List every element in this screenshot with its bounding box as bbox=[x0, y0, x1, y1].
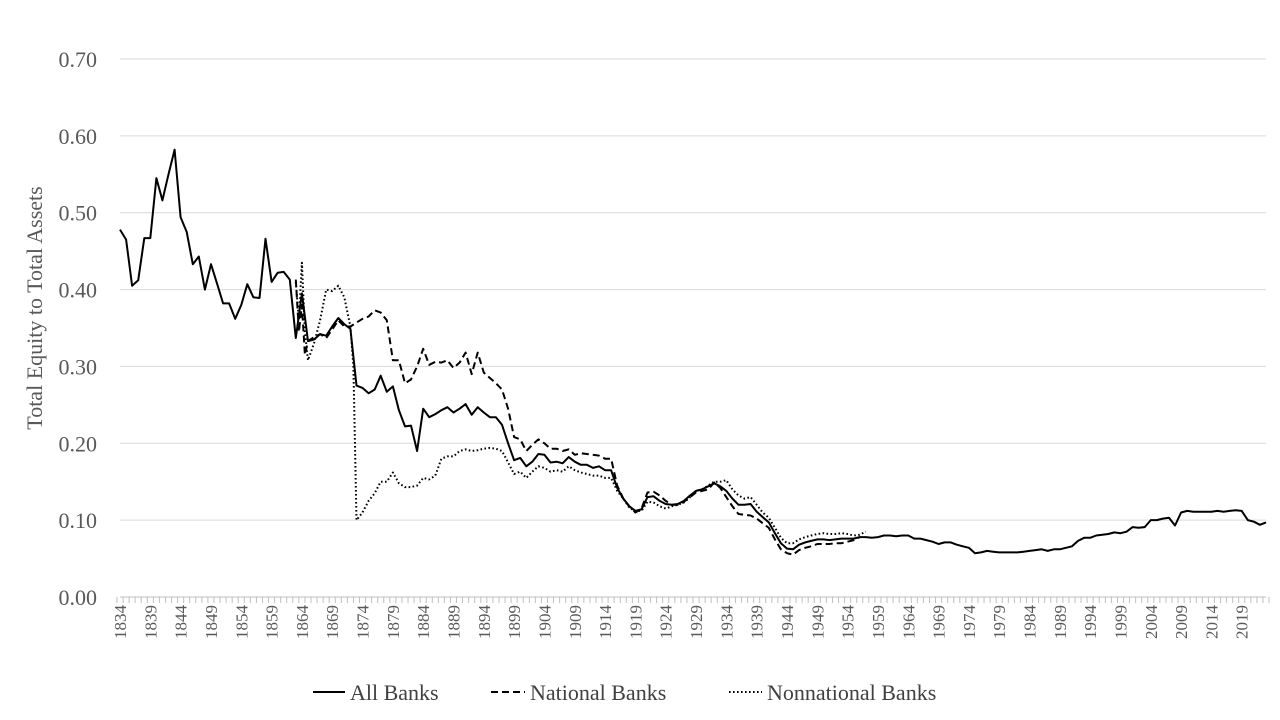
x-tick-label: 1949 bbox=[808, 605, 827, 639]
x-tick-label: 1874 bbox=[354, 605, 373, 640]
x-tick-label: 1924 bbox=[657, 605, 676, 640]
x-tick-label: 1979 bbox=[990, 605, 1009, 639]
y-tick-label: 0.70 bbox=[59, 47, 98, 72]
x-tick-label: 1984 bbox=[1021, 605, 1040, 640]
series-line-all-banks bbox=[119, 148, 1267, 555]
legend-label: Nonnational Banks bbox=[767, 680, 936, 705]
x-tick-label: 1934 bbox=[717, 605, 736, 640]
x-tick-label: 1994 bbox=[1081, 605, 1100, 640]
x-tick-label: 1959 bbox=[869, 605, 888, 639]
series-line-nonnational-banks bbox=[294, 261, 867, 545]
x-tick-label: 1884 bbox=[414, 605, 433, 640]
x-tick-label: 1894 bbox=[475, 605, 494, 640]
x-tick-label: 2009 bbox=[1172, 605, 1191, 639]
x-tick-label: 1849 bbox=[202, 605, 221, 639]
x-tick-label: 1999 bbox=[1111, 605, 1130, 639]
x-tick-label: 1914 bbox=[596, 605, 615, 640]
series-line-national-banks bbox=[294, 279, 861, 556]
x-tick-label: 1864 bbox=[293, 605, 312, 640]
series-lines bbox=[119, 148, 1267, 556]
x-tick-label: 1954 bbox=[839, 605, 858, 640]
y-tick-label: 0.50 bbox=[59, 201, 98, 226]
y-tick-label: 0.10 bbox=[59, 508, 98, 533]
x-tick-label: 2019 bbox=[1233, 605, 1252, 639]
gridlines bbox=[120, 58, 1266, 521]
y-axis-ticks: 0.00 0.10 0.20 0.30 0.40 0.50 0.60 0.70 bbox=[59, 47, 98, 610]
legend: All Banks National Banks Nonnational Banks bbox=[313, 680, 936, 705]
x-tick-label: 1919 bbox=[626, 605, 645, 639]
x-tick-label: 1989 bbox=[1051, 605, 1070, 639]
y-axis-label: Total Equity to Total Assets bbox=[22, 186, 47, 429]
x-tick-label: 1879 bbox=[384, 605, 403, 639]
y-tick-label: 0.30 bbox=[59, 354, 98, 379]
y-tick-label: 0.60 bbox=[59, 124, 98, 149]
x-tick-label: 1859 bbox=[263, 605, 282, 639]
x-tick-label: 2014 bbox=[1202, 605, 1221, 640]
x-tick-label: 1969 bbox=[930, 605, 949, 639]
x-tick-label: 1964 bbox=[899, 605, 918, 640]
y-tick-label: 0.00 bbox=[59, 585, 98, 610]
x-axis bbox=[116, 596, 1270, 603]
legend-label: All Banks bbox=[350, 680, 439, 705]
x-tick-label: 1974 bbox=[960, 605, 979, 640]
y-tick-label: 0.40 bbox=[59, 278, 98, 303]
legend-label: National Banks bbox=[530, 680, 666, 705]
x-tick-label: 1939 bbox=[748, 605, 767, 639]
x-axis-ticks: 1834 1839 1844 1849 1854 1859 1864 1869 1874 1879… bbox=[111, 605, 1252, 640]
x-tick-label: 1834 bbox=[111, 605, 130, 640]
x-tick-label: 1844 bbox=[172, 605, 191, 640]
x-tick-label: 1904 bbox=[535, 605, 554, 640]
x-tick-label: 2004 bbox=[1142, 605, 1161, 640]
x-tick-label: 1944 bbox=[778, 605, 797, 640]
x-tick-label: 1909 bbox=[566, 605, 585, 639]
x-tick-label: 1889 bbox=[444, 605, 463, 639]
x-tick-label: 1839 bbox=[141, 605, 160, 639]
y-tick-label: 0.20 bbox=[59, 431, 98, 456]
x-tick-label: 1869 bbox=[323, 605, 342, 639]
x-tick-label: 1854 bbox=[232, 605, 251, 640]
x-tick-label: 1899 bbox=[505, 605, 524, 639]
x-tick-label: 1929 bbox=[687, 605, 706, 639]
